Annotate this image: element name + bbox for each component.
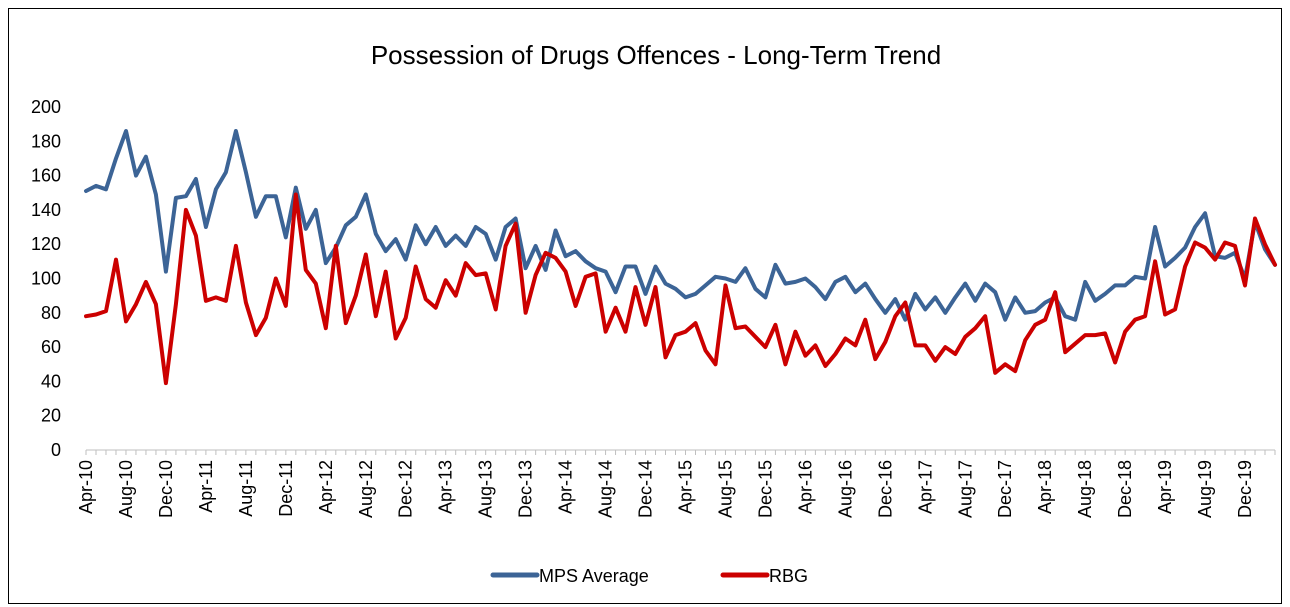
x-tick-label: Dec-13 [516,460,536,518]
x-tick-label: Dec-14 [636,460,656,518]
x-tick-label: Aug-12 [356,460,376,518]
line-chart: Possession of Drugs Offences - Long-Term… [31,40,1277,586]
legend-label: MPS Average [539,566,649,586]
x-tick-label: Apr-14 [556,460,576,514]
y-axis: 0 20 40 60 80 100 120 140 160 180 200 [31,97,61,460]
x-tick-label: Dec-12 [396,460,416,518]
y-tick-label: 180 [31,131,61,151]
y-tick-label: 160 [31,166,61,186]
x-tick-label: Dec-10 [156,460,176,518]
x-tick-label: Apr-16 [795,460,815,514]
series-line-rbg [84,192,1277,386]
legend: MPS Average RBG [490,566,808,586]
x-tick-label: Dec-11 [276,460,296,517]
x-tick-label: Dec-18 [1115,460,1135,518]
x-tick-label: Aug-15 [715,460,735,518]
chart-frame: Possession of Drugs Offences - Long-Term… [8,8,1282,604]
x-tick-label: Apr-17 [915,460,935,514]
x-tick-label: Aug-14 [596,460,616,518]
y-tick-label: 100 [31,269,61,289]
x-tick-label: Dec-15 [755,460,775,518]
x-tick-label: Apr-13 [436,460,456,514]
x-tick-label: Apr-19 [1155,460,1175,514]
x-tick-label: Apr-18 [1035,460,1055,514]
legend-item-rbg: RBG [720,566,808,586]
x-tick-label: Aug-17 [955,460,975,518]
series-line-mps-average [84,129,1277,322]
x-tick-label: Apr-15 [675,460,695,514]
y-tick-label: 0 [51,440,61,460]
y-tick-label: 80 [41,303,61,323]
x-tick-label: Aug-10 [116,460,136,518]
legend-label: RBG [769,566,808,586]
x-tick-label: Aug-13 [476,460,496,518]
y-tick-label: 20 [41,406,61,426]
y-tick-label: 120 [31,234,61,254]
x-tick-label: Apr-10 [76,460,96,514]
chart-title: Possession of Drugs Offences - Long-Term… [371,40,941,70]
y-tick-label: 40 [41,371,61,391]
x-tick-label: Aug-16 [835,460,855,518]
x-axis: Apr-10 Aug-10 Dec-10 Apr-11 Aug-11 Dec-11 Apr-… [76,449,1276,518]
series-layer [84,129,1277,386]
x-tick-label: Apr-12 [316,460,336,514]
y-tick-label: 60 [41,337,61,357]
legend-item-mps-average: MPS Average [490,566,649,586]
x-tick-label: Dec-16 [875,460,895,518]
x-tick-label: Aug-11 [236,460,256,517]
x-tick-label: Dec-17 [995,460,1015,518]
x-tick-label: Aug-18 [1075,460,1095,518]
y-tick-label: 200 [31,97,61,117]
x-tick-label: Aug-19 [1195,460,1215,518]
y-tick-label: 140 [31,200,61,220]
x-tick-label: Apr-11 [196,460,216,513]
x-tick-label: Dec-19 [1235,460,1255,518]
